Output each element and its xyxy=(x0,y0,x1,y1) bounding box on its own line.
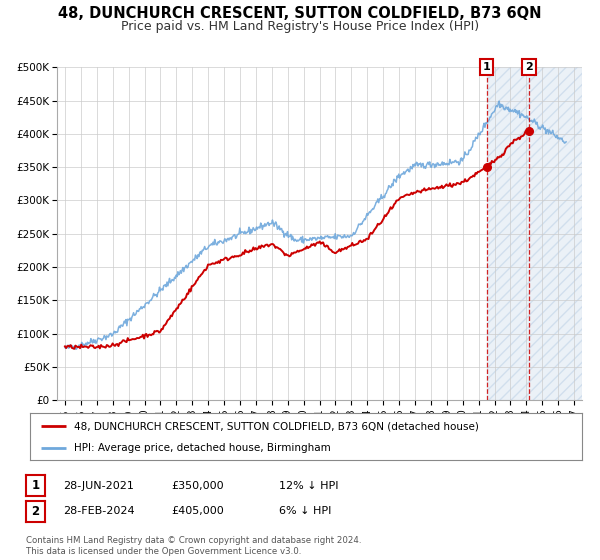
Text: 1: 1 xyxy=(482,62,490,72)
Text: £350,000: £350,000 xyxy=(171,480,224,491)
Text: 1: 1 xyxy=(31,479,40,492)
Text: 6% ↓ HPI: 6% ↓ HPI xyxy=(279,506,331,516)
Text: 12% ↓ HPI: 12% ↓ HPI xyxy=(279,480,338,491)
Text: 48, DUNCHURCH CRESCENT, SUTTON COLDFIELD, B73 6QN: 48, DUNCHURCH CRESCENT, SUTTON COLDFIELD… xyxy=(58,6,542,21)
Text: 28-JUN-2021: 28-JUN-2021 xyxy=(63,480,134,491)
Text: Contains HM Land Registry data © Crown copyright and database right 2024.
This d: Contains HM Land Registry data © Crown c… xyxy=(26,536,361,556)
Bar xyxy=(487,67,582,400)
Text: HPI: Average price, detached house, Birmingham: HPI: Average price, detached house, Birm… xyxy=(74,443,331,453)
Bar xyxy=(487,67,582,400)
Text: 2: 2 xyxy=(31,505,40,518)
Text: 28-FEB-2024: 28-FEB-2024 xyxy=(63,506,134,516)
Text: £405,000: £405,000 xyxy=(171,506,224,516)
Text: 2: 2 xyxy=(525,62,533,72)
Text: 48, DUNCHURCH CRESCENT, SUTTON COLDFIELD, B73 6QN (detached house): 48, DUNCHURCH CRESCENT, SUTTON COLDFIELD… xyxy=(74,421,479,431)
Text: Price paid vs. HM Land Registry's House Price Index (HPI): Price paid vs. HM Land Registry's House … xyxy=(121,20,479,32)
